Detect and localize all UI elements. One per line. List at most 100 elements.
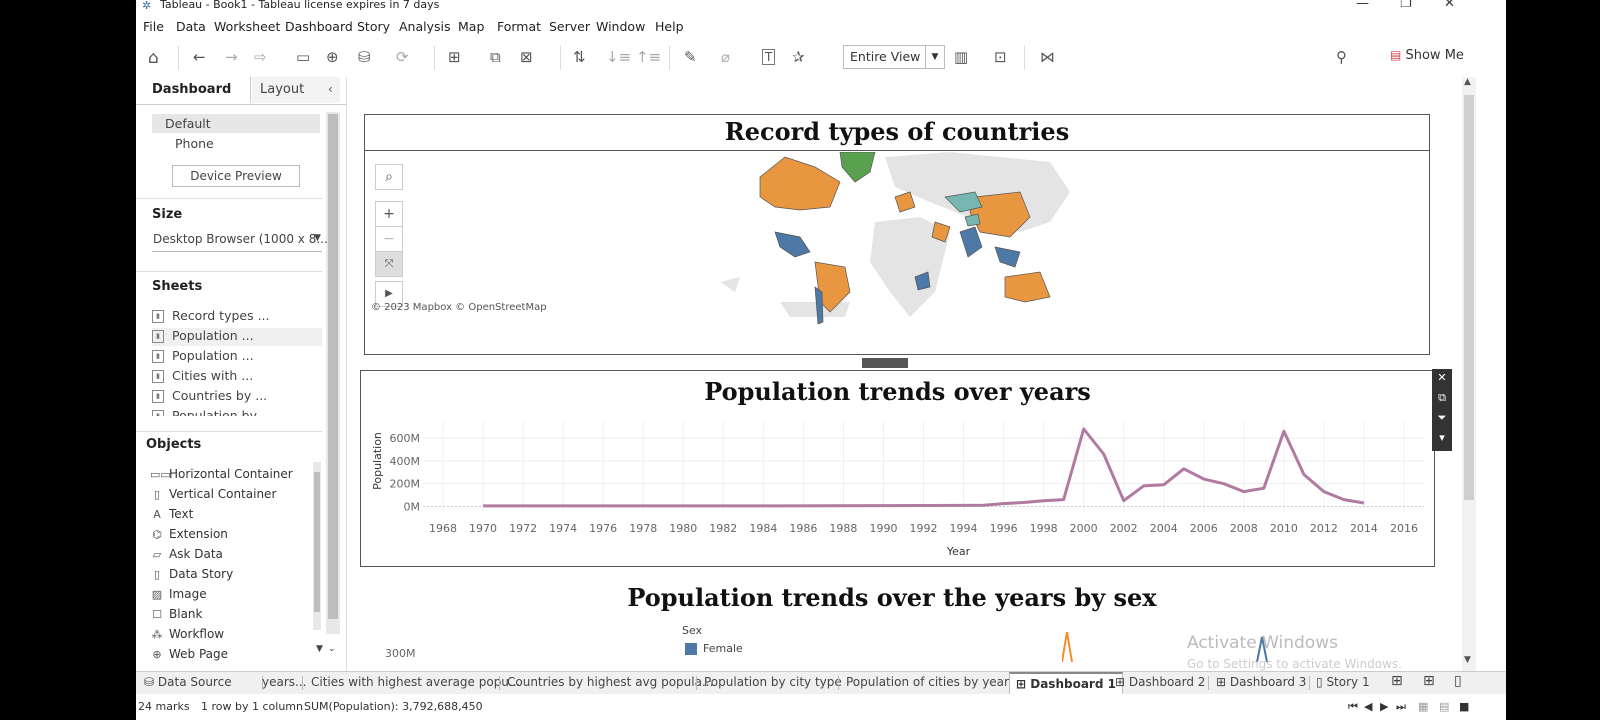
world-map[interactable] bbox=[720, 152, 1075, 352]
object-web-page[interactable]: ⊕ Web Page bbox=[150, 647, 228, 661]
population-series-line[interactable] bbox=[483, 427, 1365, 508]
menu-file[interactable]: File bbox=[143, 19, 164, 34]
left-pane-scroll-thumb[interactable] bbox=[328, 114, 338, 619]
sheet-tab[interactable]: Population by city type bbox=[704, 675, 842, 689]
sheet-tab[interactable]: Countries by highest avg popula... bbox=[507, 675, 714, 689]
show-sheet-sorter-icon[interactable]: ▤ bbox=[1439, 700, 1450, 713]
refresh-icon[interactable]: ⟳ bbox=[396, 48, 409, 66]
zone-resize-handle[interactable] bbox=[862, 358, 908, 368]
menu-server[interactable]: Server bbox=[549, 19, 590, 34]
sheet-item[interactable]: ▮ Population ... bbox=[152, 348, 322, 366]
menu-story[interactable]: Story bbox=[357, 19, 391, 34]
map-search-icon[interactable]: ⌕ bbox=[375, 164, 403, 190]
sort-ascending-icon[interactable]: ↓≡ bbox=[606, 48, 632, 66]
show-mark-labels-icon[interactable]: T bbox=[762, 49, 776, 65]
objects-expand-icon[interactable]: ⌄ bbox=[328, 644, 336, 654]
tab-dashboard[interactable]: Dashboard bbox=[136, 77, 251, 103]
group-members-icon[interactable]: ⌀ bbox=[721, 48, 731, 66]
sheet-tab[interactable]: Population of cities by year bbox=[846, 675, 1009, 689]
object-ask-data[interactable]: ▱ Ask Data bbox=[150, 547, 223, 561]
story-tab[interactable]: ▯ Story 1 bbox=[1316, 675, 1370, 689]
maximize-icon[interactable]: ❐ bbox=[1400, 0, 1412, 11]
menu-window[interactable]: Window bbox=[596, 19, 646, 34]
expand-toolbar-icon[interactable]: ▶ bbox=[375, 281, 403, 307]
device-default[interactable]: Default bbox=[165, 116, 211, 131]
minimize-icon[interactable]: — bbox=[1356, 0, 1369, 11]
fix-axes-icon[interactable]: ✰ bbox=[792, 48, 805, 66]
new-data-source-icon[interactable]: ⊕ bbox=[326, 48, 339, 66]
presentation-mode-icon[interactable]: ⊡ bbox=[994, 48, 1007, 66]
fit-dropdown[interactable]: Entire View ▼ bbox=[843, 45, 945, 69]
scroll-down-icon[interactable]: ▼ bbox=[1464, 655, 1471, 665]
tab-layout[interactable]: Layout bbox=[252, 77, 340, 103]
sheet-item[interactable]: ▮ Population by bbox=[152, 408, 322, 416]
dashboard-tab[interactable]: ⊞ Dashboard 3 bbox=[1216, 675, 1306, 689]
reset-map-icon[interactable]: ⤧ bbox=[375, 251, 403, 277]
first-sheet-icon[interactable]: ⏮ bbox=[1348, 700, 1358, 713]
sheet-item[interactable]: ▮ Population ... bbox=[152, 328, 322, 346]
new-worksheet-icon[interactable]: ⊞ bbox=[448, 48, 461, 66]
object-data-story[interactable]: ▯ Data Story bbox=[150, 567, 233, 581]
redo-icon[interactable]: → bbox=[225, 48, 238, 66]
canvas-scroll-thumb[interactable] bbox=[1464, 95, 1474, 500]
more-options-icon[interactable]: ▾ bbox=[1439, 431, 1445, 444]
device-phone[interactable]: Phone bbox=[175, 136, 214, 151]
sheet-item[interactable]: ▮ Cities with ... bbox=[152, 368, 322, 386]
data-source-tab[interactable]: ⛁ Data Source bbox=[144, 675, 232, 689]
collapse-pane-icon[interactable]: ‹ bbox=[328, 82, 333, 96]
new-worksheet-tab-icon[interactable]: ⊞ bbox=[1391, 673, 1403, 689]
menu-data[interactable]: Data bbox=[176, 19, 206, 34]
canvas-scrollbar[interactable]: ▲ ▼ bbox=[1462, 77, 1476, 671]
pin-icon[interactable]: ⚲ bbox=[1336, 48, 1347, 66]
share-icon[interactable]: ⋈ bbox=[1040, 48, 1055, 66]
object-horizontal-container[interactable]: ▭▭Horizontal Container bbox=[150, 467, 293, 481]
menu-analysis[interactable]: Analysis bbox=[399, 19, 451, 34]
duplicate-sheet-icon[interactable]: ⧉ bbox=[490, 48, 501, 66]
show-me-button[interactable]: ▤ Show Me bbox=[1390, 48, 1464, 63]
dashboard-tab-active[interactable]: ⊞ Dashboard 1 bbox=[1009, 672, 1123, 695]
line-chart[interactable]: 0M 200M 400M 600M 1968 1970 1972 1974 1976 1978 19… bbox=[361, 371, 1434, 566]
map-zone[interactable]: Record types of countries ⌕ + − ⤧ ▶ bbox=[364, 114, 1430, 355]
sheet-tab[interactable]: years... bbox=[262, 675, 307, 689]
object-extension[interactable]: ⌬ Extension bbox=[150, 527, 228, 541]
swap-rows-columns-icon[interactable]: ⇅ bbox=[573, 48, 586, 66]
highlight-icon[interactable]: ✎ bbox=[684, 48, 697, 66]
cards-icon[interactable]: ▥ bbox=[954, 48, 969, 66]
scroll-up-icon[interactable]: ▲ bbox=[1464, 77, 1471, 87]
replay-icon[interactable]: ⇨ bbox=[254, 48, 267, 66]
size-dropdown[interactable]: Desktop Browser (1000 x 8... bbox=[153, 232, 328, 246]
home-icon[interactable]: ⌂ bbox=[148, 48, 159, 68]
sheet-tab[interactable]: Cities with highest average popu... bbox=[311, 675, 521, 689]
device-preview-button[interactable]: Device Preview bbox=[172, 165, 300, 187]
menu-help[interactable]: Help bbox=[655, 19, 684, 34]
use-as-filter-icon[interactable]: ⏷ bbox=[1437, 411, 1447, 424]
object-vertical-container[interactable]: ▯ Vertical Container bbox=[150, 487, 276, 501]
sheet-item[interactable]: ▮ Countries by ... bbox=[152, 388, 322, 406]
sort-descending-icon[interactable]: ↑≡ bbox=[636, 48, 662, 66]
sheet-item[interactable]: ▮ Record types ... bbox=[152, 308, 322, 326]
object-image[interactable]: ▨ Image bbox=[150, 587, 207, 601]
show-tabs-icon[interactable]: ■ bbox=[1459, 700, 1470, 713]
close-icon[interactable]: ✕ bbox=[1444, 0, 1455, 11]
new-story-tab-icon[interactable]: ▯ bbox=[1454, 673, 1462, 689]
show-filmstrip-icon[interactable]: ▦ bbox=[1418, 700, 1429, 713]
object-workflow[interactable]: ⁂ Workflow bbox=[150, 627, 225, 641]
menu-map[interactable]: Map bbox=[458, 19, 485, 34]
zoom-out-icon[interactable]: − bbox=[375, 226, 403, 252]
remove-zone-icon[interactable]: ✕ bbox=[1437, 371, 1447, 384]
pause-updates-icon[interactable]: ⛁ bbox=[358, 48, 371, 66]
object-text[interactable]: A Text bbox=[150, 507, 193, 521]
go-to-sheet-icon[interactable]: ⧉ bbox=[1438, 391, 1446, 404]
line-chart-zone[interactable]: Population trends over years 0M 200M 400M 6… bbox=[360, 370, 1435, 567]
last-sheet-icon[interactable]: ⏭ bbox=[1396, 700, 1406, 713]
clear-sheet-icon[interactable]: ⊠ bbox=[520, 48, 533, 66]
left-pane-scrollbar[interactable] bbox=[326, 112, 340, 634]
dashboard-tab[interactable]: ⊞ Dashboard 2 bbox=[1115, 675, 1205, 689]
menu-dashboard[interactable]: Dashboard bbox=[285, 19, 353, 34]
objects-scroll-thumb[interactable] bbox=[314, 472, 320, 612]
save-icon[interactable]: ▭ bbox=[296, 48, 311, 66]
menu-format[interactable]: Format bbox=[497, 19, 542, 34]
next-sheet-icon[interactable]: ▶ bbox=[1380, 700, 1389, 713]
objects-scrollbar[interactable] bbox=[313, 462, 321, 630]
objects-scroll-down-icon[interactable]: ▼ bbox=[316, 644, 323, 654]
